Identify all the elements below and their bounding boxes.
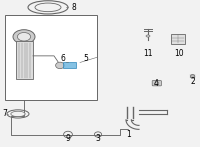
Text: 10: 10: [174, 49, 184, 58]
Text: 4: 4: [154, 78, 158, 88]
Circle shape: [155, 82, 159, 85]
FancyBboxPatch shape: [152, 81, 161, 86]
Text: 2: 2: [191, 77, 195, 86]
Bar: [171, 34, 185, 44]
Ellipse shape: [146, 35, 150, 37]
Text: 6: 6: [61, 54, 65, 63]
Ellipse shape: [17, 32, 31, 41]
Ellipse shape: [190, 75, 195, 78]
Text: 7: 7: [3, 109, 7, 118]
Text: 11: 11: [143, 49, 153, 58]
Text: 9: 9: [66, 134, 70, 143]
Text: 8: 8: [72, 3, 77, 12]
Ellipse shape: [11, 111, 25, 117]
Text: 5: 5: [84, 54, 88, 63]
Ellipse shape: [35, 3, 61, 12]
Text: 1: 1: [127, 130, 131, 139]
Ellipse shape: [13, 30, 35, 44]
Circle shape: [56, 62, 64, 69]
Bar: [5, 15, 97, 100]
Bar: [16, 41, 33, 79]
Text: 3: 3: [96, 134, 100, 143]
Bar: [63, 62, 76, 68]
